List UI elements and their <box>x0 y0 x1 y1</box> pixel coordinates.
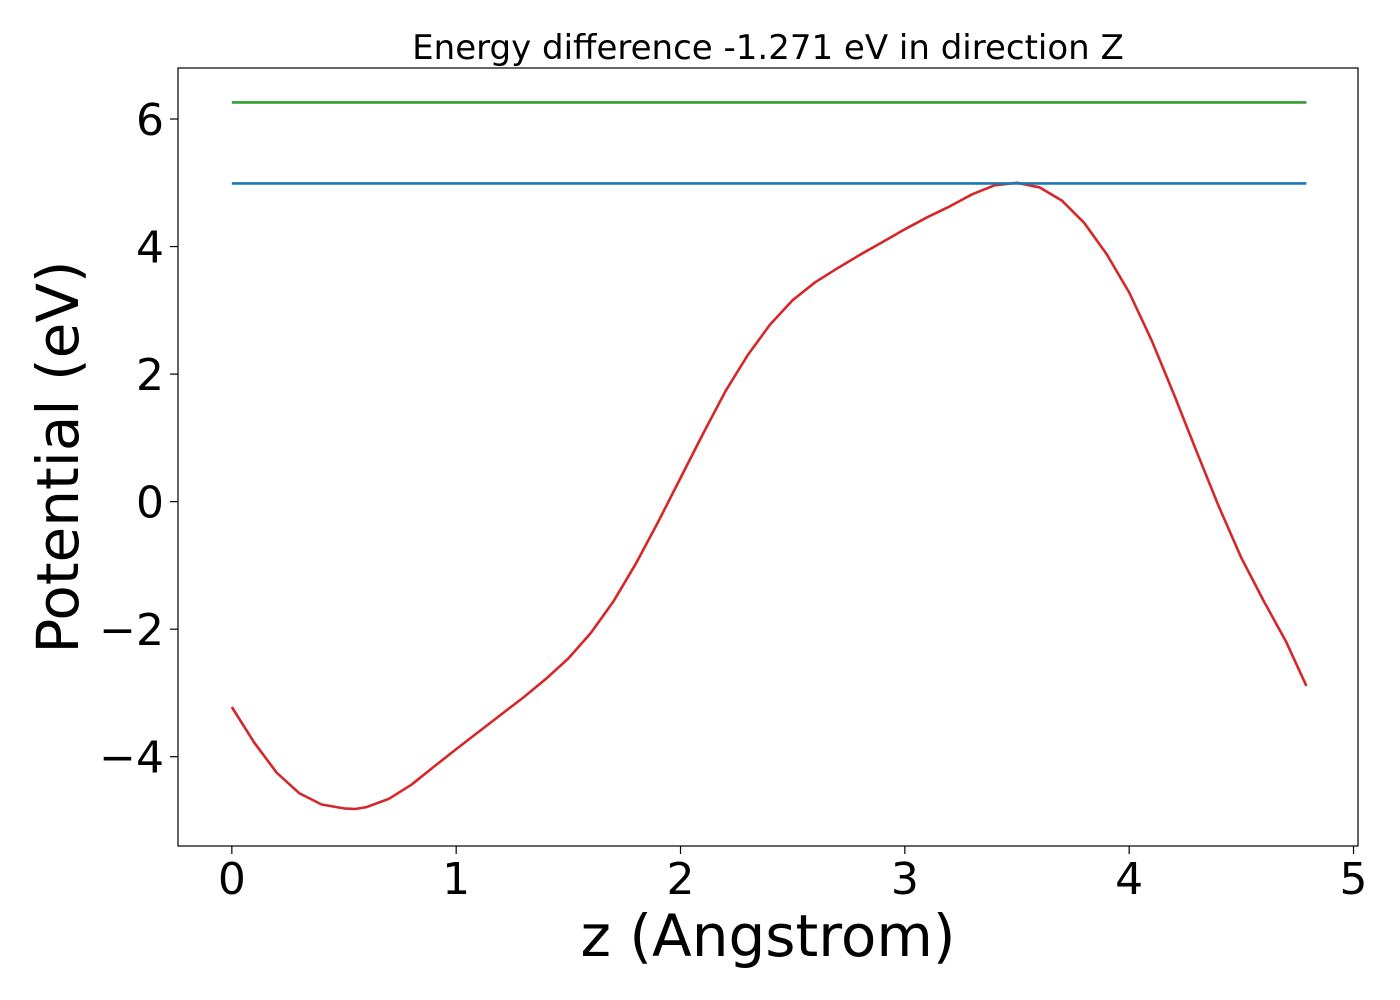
x-axis-ticks: 0 1 2 3 4 5 <box>218 846 1368 905</box>
x-tick-label: 1 <box>442 854 470 905</box>
x-tick-label: 4 <box>1115 854 1143 905</box>
y-tick-label: 6 <box>136 95 164 146</box>
y-tick-label: 4 <box>136 223 164 274</box>
y-tick-label: −4 <box>99 733 164 784</box>
chart-title: Energy difference -1.271 eV in direction… <box>412 28 1124 68</box>
y-tick-label: 0 <box>136 478 164 529</box>
y-tick-label: −2 <box>99 605 164 656</box>
series-layer <box>230 101 1308 811</box>
x-tick-label: 5 <box>1340 854 1368 905</box>
series-line-0 <box>230 181 1308 811</box>
y-axis-label: Potential (eV) <box>24 260 92 653</box>
x-tick-label: 3 <box>891 854 919 905</box>
x-tick-label: 2 <box>667 854 695 905</box>
x-tick-label: 0 <box>218 854 246 905</box>
x-axis-label: z (Angstrom) <box>581 902 956 970</box>
plot-frame <box>177 67 1359 847</box>
y-tick-label: 2 <box>136 350 164 401</box>
y-axis-ticks: −4 −2 0 2 4 6 <box>99 95 178 784</box>
